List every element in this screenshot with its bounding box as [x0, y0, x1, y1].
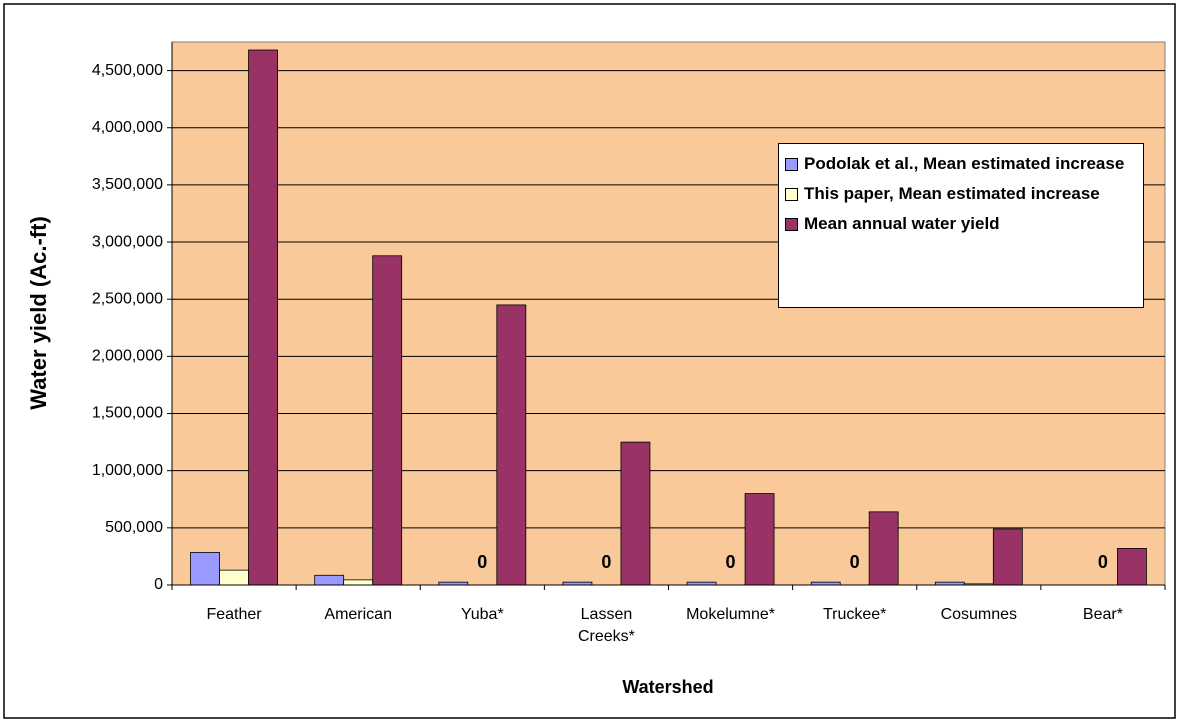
bar: [219, 569, 249, 586]
legend-swatch: [785, 158, 798, 171]
data-label: 0: [850, 552, 860, 572]
y-tick-label: 2,000,000: [92, 348, 163, 365]
y-tick-label: 3,500,000: [92, 176, 163, 193]
data-label: 0: [477, 552, 487, 572]
bar: [744, 493, 775, 586]
y-tick-label: 4,500,000: [92, 62, 163, 79]
bar: [372, 255, 403, 586]
x-tick-label: Truckee*: [822, 606, 887, 623]
bar: [620, 441, 651, 586]
legend-entry: Podolak et al., Mean estimated increase: [785, 152, 1137, 176]
x-axis-label: Watershed: [622, 677, 713, 697]
legend-label: This paper, Mean estimated increase: [804, 184, 1100, 203]
y-tick-label: 2,500,000: [92, 290, 163, 307]
legend-label: Podolak et al., Mean estimated increase: [804, 154, 1125, 173]
bar: [314, 574, 345, 586]
bar: [868, 511, 899, 586]
legend-entry: This paper, Mean estimated increase: [785, 182, 1137, 206]
x-tick-label: American: [324, 606, 392, 623]
y-tick-label: 4,000,000: [92, 119, 163, 136]
bar: [190, 552, 220, 586]
bar: [248, 49, 278, 586]
bar: [343, 579, 374, 586]
x-tick-label: Feather: [206, 606, 262, 623]
legend-swatch: [785, 218, 798, 231]
x-tick-label: Bear*: [1082, 606, 1123, 623]
y-tick-label: 0: [154, 576, 163, 593]
y-tick-label: 1,000,000: [92, 462, 163, 479]
plot-area: [171, 41, 1166, 586]
x-tick-label: Mokelumne*: [686, 606, 776, 623]
legend: Podolak et al., Mean estimated increase T…: [778, 143, 1144, 308]
data-label: 0: [726, 552, 736, 572]
bar: [496, 304, 527, 586]
y-tick-label: 1,500,000: [92, 405, 163, 422]
data-label: 0: [601, 552, 611, 572]
legend-swatch: [785, 188, 798, 201]
chart-border: [3, 3, 1176, 719]
bar: [1117, 548, 1147, 586]
x-tick-label: Cosumnes: [940, 606, 1018, 623]
x-tick-label: Lassen Creeks*: [577, 606, 635, 645]
legend-label: Mean annual water yield: [804, 214, 1000, 233]
bar: [992, 528, 1023, 586]
data-label: 0: [1098, 552, 1108, 572]
x-tick-label: Yuba*: [460, 606, 504, 623]
y-tick-label: 3,000,000: [92, 233, 163, 250]
y-axis-label: Water yield (Ac.-ft): [26, 216, 51, 410]
y-tick-label: 500,000: [105, 519, 163, 536]
legend-entry: Mean annual water yield: [785, 212, 1137, 236]
